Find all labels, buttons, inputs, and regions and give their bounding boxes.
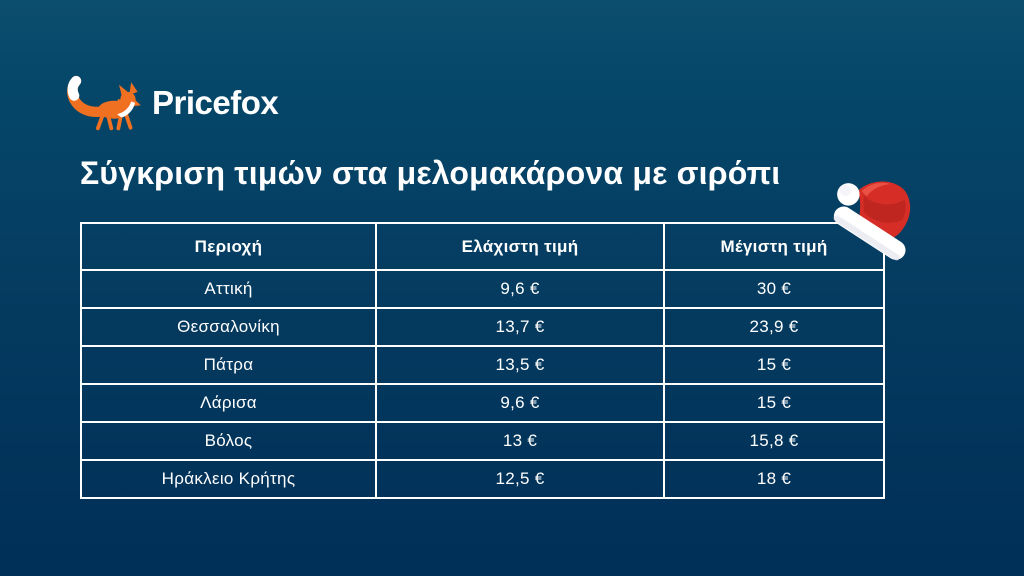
region-cell: Θεσσαλονίκη	[80, 307, 377, 347]
santa-hat-icon	[833, 177, 927, 275]
region-cell: Βόλος	[80, 421, 377, 461]
max-price-cell: 18 €	[663, 459, 885, 499]
min-price-cell: 12,5 €	[375, 459, 665, 499]
table-row: Βόλος 13 € 15,8 €	[80, 421, 885, 461]
table-row: Πάτρα 13,5 € 15 €	[80, 345, 885, 385]
min-price-cell: 13 €	[375, 421, 665, 461]
max-price-cell: 15,8 €	[663, 421, 885, 461]
min-price-cell: 9,6 €	[375, 383, 665, 423]
max-price-cell: 23,9 €	[663, 307, 885, 347]
column-header-min-price: Ελάχιστη τιμή	[375, 222, 665, 271]
table-row: Αττική 9,6 € 30 €	[80, 269, 885, 309]
price-table: Περιοχή Ελάχιστη τιμή Μέγιστη τιμή Αττικ…	[80, 222, 885, 499]
pricefox-logo: Pricefox	[64, 72, 279, 136]
region-cell: Αττική	[80, 269, 377, 309]
region-cell: Ηράκλειο Κρήτης	[80, 459, 377, 499]
min-price-cell: 13,7 €	[375, 307, 665, 347]
min-price-cell: 9,6 €	[375, 269, 665, 309]
column-header-region: Περιοχή	[80, 222, 377, 271]
table-header-row: Περιοχή Ελάχιστη τιμή Μέγιστη τιμή	[80, 222, 885, 271]
brand-name: Pricefox	[152, 83, 279, 121]
max-price-cell: 15 €	[663, 383, 885, 423]
region-cell: Πάτρα	[80, 345, 377, 385]
table-row: Θεσσαλονίκη 13,7 € 23,9 €	[80, 307, 885, 347]
table-row: Λάρισα 9,6 € 15 €	[80, 383, 885, 423]
region-cell: Λάρισα	[80, 383, 377, 423]
fox-icon	[64, 72, 142, 136]
table-row: Ηράκλειο Κρήτης 12,5 € 18 €	[80, 459, 885, 499]
min-price-cell: 13,5 €	[375, 345, 665, 385]
max-price-cell: 15 €	[663, 345, 885, 385]
max-price-cell: 30 €	[663, 269, 885, 309]
page-title: Σύγκριση τιμών στα μελομακάρονα με σιρόπ…	[80, 155, 781, 191]
